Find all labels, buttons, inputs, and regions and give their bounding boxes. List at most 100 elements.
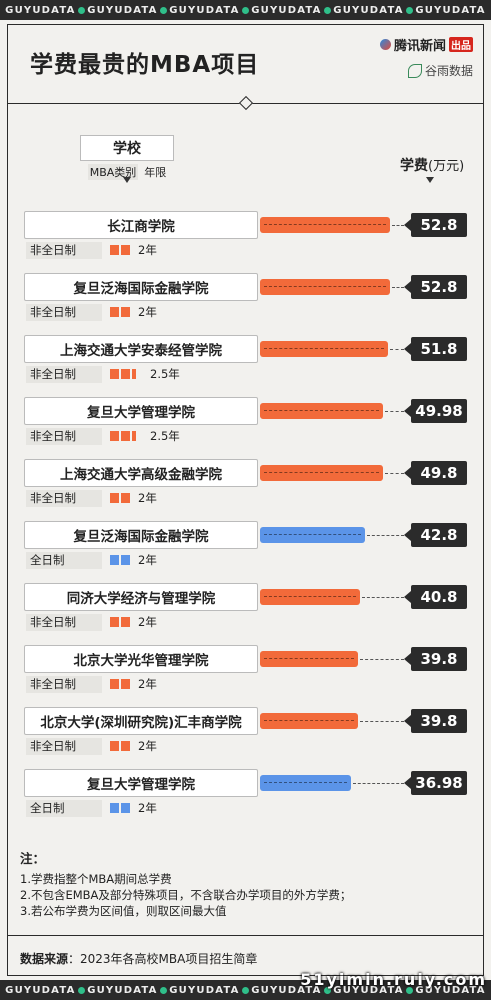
mba-type-label: 非全日制	[26, 614, 102, 631]
years-squares	[110, 431, 136, 441]
year-square	[110, 679, 119, 689]
green-dot-icon	[323, 6, 331, 14]
legend-type: MBA类别	[87, 164, 139, 180]
notes: 注： 1.学费指整个MBA期间总学费 2.不包含EMBA及部分特殊项目，不含联合…	[20, 851, 351, 919]
mba-type-label: 非全日制	[26, 366, 102, 383]
fee-header-label: 学费	[400, 158, 428, 174]
green-dot-icon	[405, 6, 413, 14]
years-label: 2.5年	[150, 429, 180, 443]
fee-value-label: 36.98	[411, 771, 467, 795]
value-pointer-icon	[404, 467, 411, 479]
table-row: 上海交通大学高级金融学院 非全日制 2年 49.8	[8, 459, 485, 517]
years-label: 2年	[138, 243, 157, 257]
fee-value-label: 52.8	[411, 213, 467, 237]
school-name: 复旦大学管理学院	[24, 397, 258, 425]
years-squares	[110, 679, 130, 689]
leader-line	[362, 597, 404, 598]
fee-value-label: 42.8	[411, 523, 467, 547]
watermark: 51yimin.ruiy.com	[300, 970, 487, 989]
leader-line	[385, 473, 404, 474]
strip-word: GUYUDATA	[5, 4, 76, 16]
fee-bar	[260, 217, 390, 233]
value-pointer-icon	[404, 343, 411, 355]
year-square	[110, 617, 119, 627]
mba-type-label: 非全日制	[26, 490, 102, 507]
years-squares	[110, 741, 130, 751]
tencent-news-logo: 腾讯新闻 出品	[379, 35, 473, 54]
green-dot-icon	[77, 986, 85, 994]
year-square	[121, 803, 130, 813]
legend-years: 年限	[144, 166, 167, 179]
fee-bar	[260, 279, 390, 295]
green-dot-icon	[159, 986, 167, 994]
years-label: 2年	[138, 615, 157, 629]
green-dot-icon	[323, 986, 331, 994]
value-pointer-icon	[404, 405, 411, 417]
year-square	[110, 431, 119, 441]
table-row: 复旦大学管理学院 全日制 2年 36.98	[8, 769, 485, 827]
source-text: ：2023年各高校MBA项目招生简章	[68, 952, 258, 966]
diamond-icon	[238, 95, 254, 111]
value-pointer-icon	[404, 591, 411, 603]
table-row: 同济大学经济与管理学院 非全日制 2年 40.8	[8, 583, 485, 641]
value-pointer-icon	[404, 529, 411, 541]
school-name: 同济大学经济与管理学院	[24, 583, 258, 611]
mba-type-label: 全日制	[26, 800, 102, 817]
strip-word: GUYUDATA	[415, 984, 486, 996]
strip-word: GUYUDATA	[169, 4, 240, 16]
legend-box: 学校 MBA类别 年限	[80, 135, 174, 180]
mba-type-label: 非全日制	[26, 676, 102, 693]
strip-word: GUYUDATA	[5, 984, 76, 996]
partner-name: 谷雨数据	[424, 64, 473, 78]
mba-type-label: 非全日制	[26, 242, 102, 259]
infographic-frame: 学费最贵的MBA项目 腾讯新闻 出品 谷雨数据 学校 MBA类别 年限 学费(万…	[7, 24, 484, 976]
green-dot-icon	[405, 986, 413, 994]
school-name: 复旦泛海国际金融学院	[24, 521, 258, 549]
year-square	[110, 741, 119, 751]
school-name: 上海交通大学安泰经管学院	[24, 335, 258, 363]
brand-block: 腾讯新闻 出品 谷雨数据	[379, 35, 473, 79]
leader-line	[390, 349, 404, 350]
fee-value-label: 52.8	[411, 275, 467, 299]
fee-bar	[260, 527, 365, 543]
years-squares	[110, 803, 130, 813]
leader-line	[360, 659, 404, 660]
school-name: 长江商学院	[24, 211, 258, 239]
years-label: 2年	[138, 305, 157, 319]
strip-word: GUYUDATA	[87, 4, 158, 16]
tencent-ball-icon	[379, 39, 391, 50]
mba-type-label: 全日制	[26, 552, 102, 569]
mba-type-label: 非全日制	[26, 304, 102, 321]
years-label: 2.5年	[150, 367, 180, 381]
years-squares	[110, 555, 130, 565]
note-item: 1.学费指整个MBA期间总学费	[20, 872, 172, 886]
year-square	[121, 617, 130, 627]
value-pointer-icon	[404, 777, 411, 789]
year-square	[121, 307, 130, 317]
years-squares	[110, 369, 136, 379]
brand-tag: 出品	[449, 37, 473, 52]
year-square	[121, 555, 130, 565]
legend-school: 学校	[80, 135, 174, 161]
notes-heading: 注：	[20, 851, 46, 866]
strip-word: GUYUDATA	[169, 984, 240, 996]
fee-bar	[260, 589, 360, 605]
fee-bar	[260, 775, 351, 791]
strip-word: GUYUDATA	[87, 984, 158, 996]
fee-bar	[260, 651, 358, 667]
leader-line	[385, 411, 404, 412]
year-square	[110, 307, 119, 317]
page-title: 学费最贵的MBA项目	[30, 52, 260, 78]
footer-divider	[8, 935, 483, 936]
strip-word: GUYUDATA	[415, 4, 486, 16]
mba-type-label: 非全日制	[26, 428, 102, 445]
mba-type-label: 非全日制	[26, 738, 102, 755]
value-pointer-icon	[404, 219, 411, 231]
years-label: 2年	[138, 801, 157, 815]
fee-value-label: 39.8	[411, 647, 467, 671]
fee-bar	[260, 403, 383, 419]
fee-value-label: 51.8	[411, 337, 467, 361]
school-name: 北京大学(深圳研究院)汇丰商学院	[24, 707, 258, 735]
value-pointer-icon	[404, 281, 411, 293]
fee-value-label: 49.98	[411, 399, 467, 423]
